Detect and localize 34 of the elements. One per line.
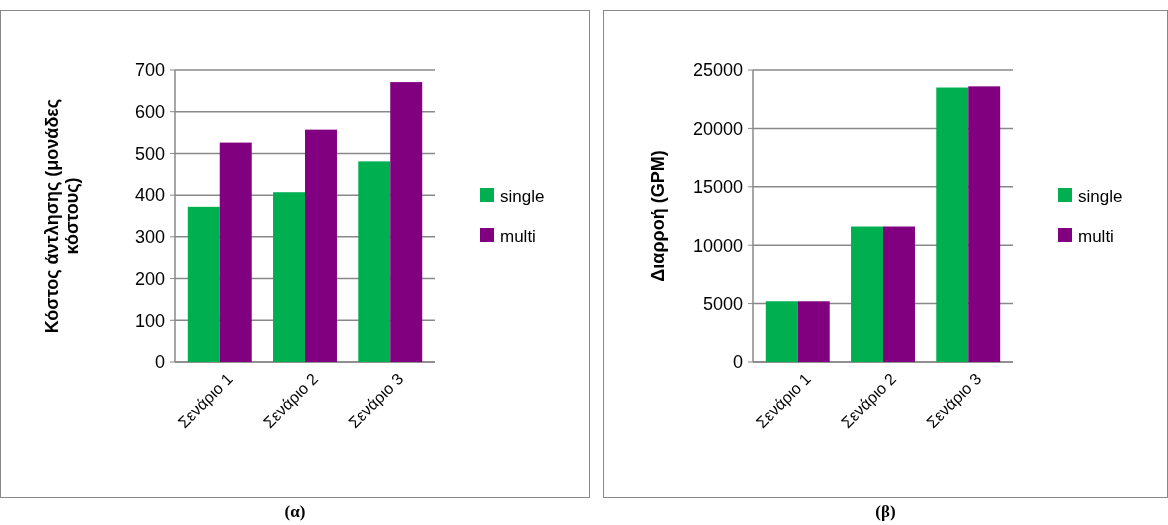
y-tick-label: 20000 <box>692 118 743 139</box>
y-tick-label: 600 <box>134 102 165 123</box>
legend-label: multi <box>1078 226 1114 246</box>
bar <box>883 226 915 362</box>
bar <box>936 87 969 362</box>
y-tick-label: 0 <box>154 352 165 373</box>
bar <box>187 206 220 362</box>
y-tick-label: 500 <box>134 143 165 164</box>
bar <box>358 161 391 362</box>
legend-label: multi <box>500 226 536 246</box>
bar <box>797 301 830 362</box>
text: (β) <box>875 502 896 521</box>
bar <box>390 82 423 362</box>
y-tick-label: 0 <box>732 352 743 373</box>
bar <box>968 86 1001 362</box>
bar <box>219 142 252 362</box>
bar <box>851 226 883 362</box>
y-tick-label: 15000 <box>692 177 743 198</box>
bar <box>305 129 337 362</box>
y-tick-label: 700 <box>134 60 165 81</box>
y-tick-label: 25000 <box>692 60 743 81</box>
text: (α) <box>284 502 306 521</box>
y-tick-label: 5000 <box>702 293 743 314</box>
y-axis-title: Διαρροή (GPM) <box>648 150 669 282</box>
bar <box>765 301 798 362</box>
y-tick-label: 400 <box>134 185 165 206</box>
y-axis-title: Κόστος άντλησης (μονάδες κόστους) <box>42 98 82 334</box>
y-tick-label: 300 <box>134 227 165 248</box>
y-tick-label: 10000 <box>692 235 743 256</box>
bar <box>273 192 305 362</box>
y-tick-label: 200 <box>134 268 165 289</box>
legend-label: single <box>500 186 545 206</box>
legend-label: single <box>1078 186 1123 206</box>
y-tick-label: 100 <box>134 310 165 331</box>
